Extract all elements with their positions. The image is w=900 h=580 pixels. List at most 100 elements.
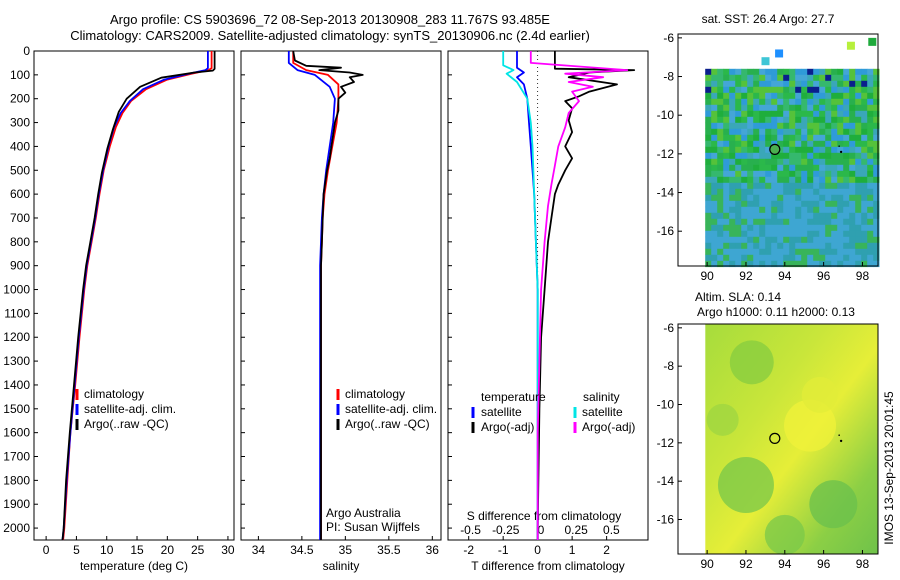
heat-cell — [753, 212, 760, 220]
heat-cell — [843, 104, 850, 112]
heat-cell — [819, 176, 826, 184]
heat-cell — [861, 188, 868, 196]
heat-cell — [753, 224, 760, 232]
heat-cell — [867, 254, 874, 262]
heat-cell — [825, 80, 832, 88]
heat-cell — [777, 128, 784, 136]
heat-cell — [747, 182, 754, 190]
x2-tick-label: 0.5 — [603, 523, 620, 537]
heat-cell — [849, 146, 856, 154]
heat-cell — [777, 236, 784, 244]
heat-cell — [783, 158, 790, 166]
heat-cell — [765, 236, 772, 244]
heat-cell — [753, 260, 760, 268]
heat-cell — [837, 158, 844, 166]
heat-cell — [831, 182, 838, 190]
x-tick-label: 92 — [739, 269, 753, 283]
heat-cell — [747, 110, 754, 118]
heat-cell — [747, 98, 754, 106]
heat-cell — [783, 116, 790, 124]
heat-cell — [729, 134, 736, 142]
heat-cell — [741, 176, 748, 184]
heat-cell — [717, 146, 724, 154]
heat-cell — [765, 140, 772, 148]
series-line-black — [536, 51, 636, 540]
heat-cell — [717, 218, 724, 226]
heat-cell — [735, 134, 742, 142]
heat-cell — [801, 242, 808, 250]
heat-cell — [771, 260, 778, 268]
heat-cell — [867, 188, 874, 196]
heat-cell — [759, 158, 766, 166]
heat-cell — [783, 128, 790, 136]
heat-cell — [747, 170, 754, 178]
heat-cell — [801, 224, 808, 232]
heat-cell — [765, 230, 772, 238]
heat-cell — [765, 188, 772, 196]
heat-cell — [759, 146, 766, 154]
heat-cell — [771, 242, 778, 250]
x-tick-label: 90 — [700, 269, 714, 283]
heat-cell — [729, 92, 736, 100]
heat-cell — [873, 68, 880, 76]
heat-cell — [831, 170, 838, 178]
heat-cell — [741, 230, 748, 238]
heat-cell — [747, 146, 754, 154]
heat-cell — [729, 212, 736, 220]
series-line-magenta — [529, 51, 629, 540]
heat-cell — [723, 74, 730, 82]
heat-cell — [753, 194, 760, 202]
sla-blob — [729, 340, 774, 385]
heat-cell — [717, 158, 724, 166]
heat-cell — [777, 230, 784, 238]
heat-cell — [759, 182, 766, 190]
y-tick-label: 300 — [10, 116, 30, 130]
heat-cell — [855, 242, 862, 250]
heat-cell — [873, 116, 880, 124]
heat-cell — [777, 194, 784, 202]
heat-cell — [807, 164, 814, 172]
heat-cell — [825, 236, 832, 244]
heat-cell — [777, 86, 784, 94]
heat-cell — [711, 260, 718, 268]
heat-cell — [735, 68, 742, 76]
heat-cell — [741, 206, 748, 214]
heat-cell — [855, 104, 862, 112]
heat-cell — [837, 194, 844, 202]
y-tick-label: -10 — [657, 398, 675, 412]
heat-cell — [831, 128, 838, 136]
heat-cell — [801, 134, 808, 142]
heat-cell — [849, 86, 856, 94]
heat-cell — [729, 74, 736, 82]
y-tick-label: -6 — [663, 31, 674, 45]
heat-cell — [717, 92, 724, 100]
heat-cell — [795, 68, 802, 76]
heat-cell — [813, 116, 820, 124]
heat-cell — [717, 74, 724, 82]
heat-cell — [849, 134, 856, 142]
heat-cell — [819, 68, 826, 76]
heat-cell — [783, 212, 790, 220]
heat-cell — [747, 188, 754, 196]
heat-cell — [789, 176, 796, 184]
heat-cell — [843, 80, 850, 88]
heat-cell — [861, 176, 868, 184]
x-tick-label: 20 — [161, 543, 175, 557]
heat-cell — [735, 182, 742, 190]
heat-cell — [813, 236, 820, 244]
y-tick-label: 100 — [10, 68, 30, 82]
heat-cell — [837, 188, 844, 196]
heat-cell — [825, 152, 832, 160]
heat-cell — [801, 248, 808, 256]
heat-cell — [771, 170, 778, 178]
heat-cell — [795, 122, 802, 130]
heat-cell — [807, 236, 814, 244]
heat-cell — [705, 206, 712, 214]
heat-cell — [729, 104, 736, 112]
heat-cell — [717, 194, 724, 202]
heat-cell — [807, 200, 814, 208]
x-tick-label: 36 — [426, 543, 440, 557]
heat-cell — [861, 164, 868, 172]
heat-cell — [771, 128, 778, 136]
